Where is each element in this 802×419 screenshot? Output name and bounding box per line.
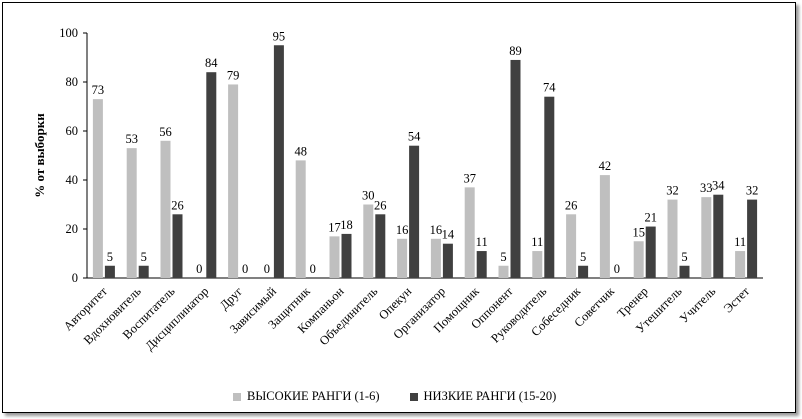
data-label-low: 89 <box>509 44 522 58</box>
data-label-high: 15 <box>632 225 645 239</box>
data-label-high: 33 <box>700 181 713 195</box>
data-label-high: 16 <box>396 223 409 237</box>
bar-low <box>578 265 589 278</box>
data-label-low: 5 <box>107 250 113 264</box>
bar-low <box>206 72 217 278</box>
data-label-low: 95 <box>273 29 286 43</box>
data-label-high: 53 <box>125 132 138 146</box>
y-tick-label: 20 <box>66 222 79 236</box>
data-label-low: 0 <box>614 262 620 276</box>
bar-low <box>104 265 115 278</box>
bar-low <box>747 199 758 278</box>
data-label-high: 73 <box>92 83 105 97</box>
data-label-high: 26 <box>565 198 578 212</box>
bar-high <box>464 187 475 278</box>
bar-high <box>430 238 441 278</box>
bar-high <box>92 99 103 279</box>
bar-low <box>138 265 149 278</box>
bar-high <box>566 214 577 278</box>
data-label-low: 54 <box>408 130 421 144</box>
data-label-low: 84 <box>205 56 218 70</box>
data-label-high: 16 <box>430 223 443 237</box>
data-label-low: 34 <box>712 179 725 193</box>
bar-low <box>442 243 453 278</box>
bar-high <box>701 197 712 278</box>
chart-frame: 0 20 40 60 80 100% от выборки 73 5 Авторитет 53 5 В… <box>2 2 796 413</box>
y-axis-label: % от выборки <box>32 113 47 198</box>
bar-low <box>510 59 521 279</box>
data-label-low: 32 <box>746 184 759 198</box>
bar-high <box>397 238 408 278</box>
data-label-high: 42 <box>599 159 612 173</box>
data-label-low: 26 <box>171 198 184 212</box>
bar-high <box>329 236 340 278</box>
data-label-high: 17 <box>328 220 341 234</box>
data-label-low: 0 <box>242 262 248 276</box>
legend-item-low: НИЗКИЕ РАНГИ (15-20) <box>409 389 557 404</box>
bar-low <box>273 45 284 278</box>
bar-high <box>295 160 306 278</box>
y-tick-label: 40 <box>66 173 79 187</box>
data-label-low: 11 <box>476 235 488 249</box>
bar-high <box>633 241 644 278</box>
legend-label-high: ВЫСОКИЕ РАНГИ (1-6) <box>247 389 380 403</box>
bar-high <box>667 199 678 278</box>
data-label-high: 30 <box>362 189 375 203</box>
bar-high <box>126 148 137 278</box>
bar-high <box>363 204 374 278</box>
y-tick-label: 0 <box>72 271 78 285</box>
bar-low <box>544 96 555 278</box>
data-label-high: 5 <box>500 250 506 264</box>
data-label-high: 0 <box>264 262 270 276</box>
data-label-low: 5 <box>141 250 147 264</box>
bar-low <box>172 214 183 278</box>
legend-swatch-high <box>233 392 241 401</box>
y-tick-label: 100 <box>59 26 78 40</box>
bar-high <box>735 251 746 278</box>
bar-high <box>160 140 171 278</box>
bar-low <box>476 251 487 278</box>
category-label: Эстет <box>721 284 753 316</box>
category-label: Учитель <box>677 284 719 326</box>
category-label: Друг <box>217 284 245 312</box>
data-label-low: 0 <box>310 262 316 276</box>
bar-low <box>713 194 724 278</box>
data-label-high: 37 <box>463 171 476 185</box>
data-label-low: 5 <box>681 250 687 264</box>
bar-high <box>599 175 610 278</box>
bar-high <box>228 84 239 278</box>
legend-label-low: НИЗКИЕ РАНГИ (15-20) <box>423 389 557 403</box>
data-label-high: 79 <box>227 68 240 82</box>
bar-low <box>409 145 420 278</box>
bar-low <box>645 226 656 278</box>
bar-low <box>679 265 690 278</box>
data-label-high: 32 <box>666 184 679 198</box>
data-label-high: 48 <box>294 144 307 158</box>
data-label-low: 21 <box>644 211 657 225</box>
data-label-low: 14 <box>442 228 455 242</box>
data-label-low: 18 <box>340 218 353 232</box>
legend-item-high: ВЫСОКИЕ РАНГИ (1-6) <box>233 389 380 404</box>
bar-low <box>375 214 386 278</box>
data-label-low: 26 <box>374 198 387 212</box>
data-label-high: 0 <box>196 262 202 276</box>
legend-swatch-low <box>409 392 418 401</box>
data-label-low: 74 <box>543 81 556 95</box>
data-label-low: 5 <box>580 250 586 264</box>
bar-high <box>532 251 543 278</box>
data-label-high: 11 <box>531 235 543 249</box>
data-label-high: 11 <box>734 235 746 249</box>
bar-low <box>341 233 352 278</box>
y-tick-label: 60 <box>66 124 79 138</box>
data-label-high: 56 <box>159 125 172 139</box>
legend: ВЫСОКИЕ РАНГИ (1-6) НИЗКИЕ РАНГИ (15-20) <box>233 389 586 404</box>
y-tick-label: 80 <box>66 75 79 89</box>
bar-high <box>498 265 509 278</box>
